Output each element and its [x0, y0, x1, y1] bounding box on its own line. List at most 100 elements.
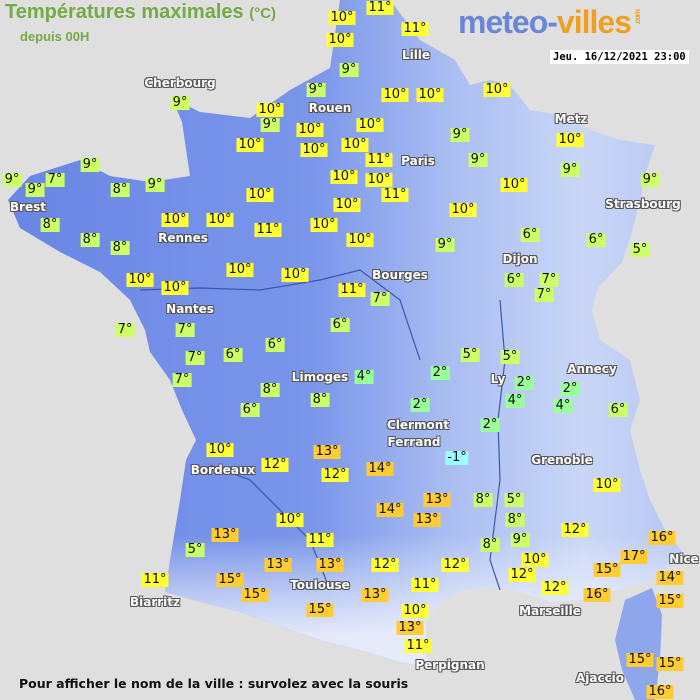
temperature-label[interactable]: 13°	[361, 587, 389, 602]
temperature-label[interactable]: 5°	[630, 242, 650, 257]
temperature-label[interactable]: 10°	[381, 87, 409, 102]
temperature-label[interactable]: 11°	[141, 572, 169, 587]
temperature-label[interactable]: 13°	[264, 557, 292, 572]
temperature-label[interactable]: 9°	[510, 532, 530, 547]
temperature-label[interactable]: 7°	[115, 322, 135, 337]
temperature-label[interactable]: 11°	[404, 638, 432, 653]
temperature-label[interactable]: 10°	[556, 132, 584, 147]
temperature-label[interactable]: 8°	[260, 382, 280, 397]
temperature-label[interactable]: 5°	[460, 347, 480, 362]
temperature-label[interactable]: 15°	[656, 593, 684, 608]
temperature-label[interactable]: 7°	[175, 322, 195, 337]
temperature-label[interactable]: 10°	[246, 187, 274, 202]
temperature-label[interactable]: 12°	[561, 522, 589, 537]
temperature-label[interactable]: 10°	[483, 82, 511, 97]
temperature-label[interactable]: 10°	[401, 603, 429, 618]
temperature-label[interactable]: 10°	[226, 262, 254, 277]
temperature-label[interactable]: 7°	[45, 172, 65, 187]
temperature-label[interactable]: 6°	[608, 402, 628, 417]
temperature-label[interactable]: 13°	[316, 557, 344, 572]
temperature-label[interactable]: 6°	[586, 232, 606, 247]
temperature-label[interactable]: 14°	[656, 570, 684, 585]
temperature-label[interactable]: 15°	[593, 562, 621, 577]
temperature-label[interactable]: 12°	[508, 567, 536, 582]
temperature-label[interactable]: 12°	[441, 557, 469, 572]
temperature-label[interactable]: 7°	[185, 350, 205, 365]
temperature-label[interactable]: 9°	[2, 172, 22, 187]
temperature-label[interactable]: 6°	[265, 337, 285, 352]
temperature-label[interactable]: 6°	[240, 402, 260, 417]
temperature-label[interactable]: 10°	[206, 212, 234, 227]
temperature-label[interactable]: 16°	[648, 530, 676, 545]
temperature-label[interactable]: 11°	[306, 532, 334, 547]
temperature-label[interactable]: 15°	[216, 572, 244, 587]
temperature-label[interactable]: 8°	[110, 182, 130, 197]
temperature-label[interactable]: 13°	[396, 620, 424, 635]
temperature-label[interactable]: 13°	[413, 512, 441, 527]
temperature-label[interactable]: 15°	[241, 587, 269, 602]
temperature-label[interactable]: 10°	[296, 122, 324, 137]
temperature-label[interactable]: 12°	[541, 580, 569, 595]
temperature-label[interactable]: 5°	[504, 492, 524, 507]
temperature-label[interactable]: 10°	[500, 177, 528, 192]
temperature-label[interactable]: 4°	[354, 369, 374, 384]
temperature-label[interactable]: 9°	[640, 172, 660, 187]
temperature-label[interactable]: 11°	[366, 0, 394, 15]
temperature-label[interactable]: 9°	[80, 157, 100, 172]
temperature-label[interactable]: 14°	[376, 502, 404, 517]
temperature-label[interactable]: 10°	[236, 137, 264, 152]
temperature-label[interactable]: 6°	[223, 347, 243, 362]
temperature-label[interactable]: 10°	[521, 552, 549, 567]
temperature-label[interactable]: 12°	[371, 557, 399, 572]
temperature-label[interactable]: 4°	[505, 393, 525, 408]
temperature-label[interactable]: 8°	[480, 537, 500, 552]
temperature-label[interactable]: 10°	[126, 272, 154, 287]
temperature-label[interactable]: 6°	[520, 227, 540, 242]
temperature-label[interactable]: 10°	[346, 232, 374, 247]
temperature-label[interactable]: 10°	[333, 197, 361, 212]
temperature-label[interactable]: 6°	[330, 317, 350, 332]
temperature-label[interactable]: 17°	[620, 549, 648, 564]
temperature-label[interactable]: 13°	[211, 527, 239, 542]
temperature-label[interactable]: 10°	[276, 512, 304, 527]
temperature-label[interactable]: 15°	[626, 652, 654, 667]
temperature-label[interactable]: 10°	[416, 87, 444, 102]
temperature-label[interactable]: 10°	[326, 32, 354, 47]
temperature-label[interactable]: 11°	[401, 21, 429, 36]
temperature-label[interactable]: 4°	[553, 398, 573, 413]
temperature-label[interactable]: 10°	[356, 117, 384, 132]
temperature-label[interactable]: 8°	[473, 492, 493, 507]
temperature-label[interactable]: 2°	[430, 365, 450, 380]
temperature-label[interactable]: 10°	[593, 477, 621, 492]
temperature-label[interactable]: 8°	[40, 217, 60, 232]
temperature-label[interactable]: 11°	[411, 577, 439, 592]
temperature-label[interactable]: 9°	[339, 62, 359, 77]
temperature-label[interactable]: 10°	[330, 169, 358, 184]
temperature-label[interactable]: 5°	[185, 542, 205, 557]
temperature-label[interactable]: 15°	[306, 602, 334, 617]
temperature-label[interactable]: 9°	[170, 95, 190, 110]
temperature-label[interactable]: 11°	[381, 187, 409, 202]
temperature-label[interactable]: -1°	[445, 450, 469, 465]
temperature-label[interactable]: 13°	[423, 492, 451, 507]
temperature-label[interactable]: 7°	[172, 372, 192, 387]
temperature-label[interactable]: 15°	[656, 656, 684, 671]
temperature-label[interactable]: 8°	[310, 392, 330, 407]
temperature-label[interactable]: 2°	[480, 417, 500, 432]
temperature-label[interactable]: 9°	[306, 82, 326, 97]
temperature-label[interactable]: 8°	[110, 240, 130, 255]
temperature-label[interactable]: 6°	[504, 272, 524, 287]
temperature-label[interactable]: 16°	[583, 587, 611, 602]
temperature-label[interactable]: 11°	[365, 152, 393, 167]
meteo-villes-logo[interactable]: meteo-villes .com	[458, 4, 642, 41]
temperature-label[interactable]: 10°	[206, 442, 234, 457]
temperature-label[interactable]: 14°	[366, 461, 394, 476]
temperature-label[interactable]: 10°	[300, 142, 328, 157]
temperature-label[interactable]: 2°	[410, 397, 430, 412]
temperature-label[interactable]: 10°	[328, 10, 356, 25]
temperature-label[interactable]: 9°	[450, 127, 470, 142]
temperature-label[interactable]: 9°	[25, 182, 45, 197]
temperature-label[interactable]: 10°	[256, 102, 284, 117]
temperature-label[interactable]: 7°	[370, 291, 390, 306]
temperature-label[interactable]: 10°	[449, 202, 477, 217]
